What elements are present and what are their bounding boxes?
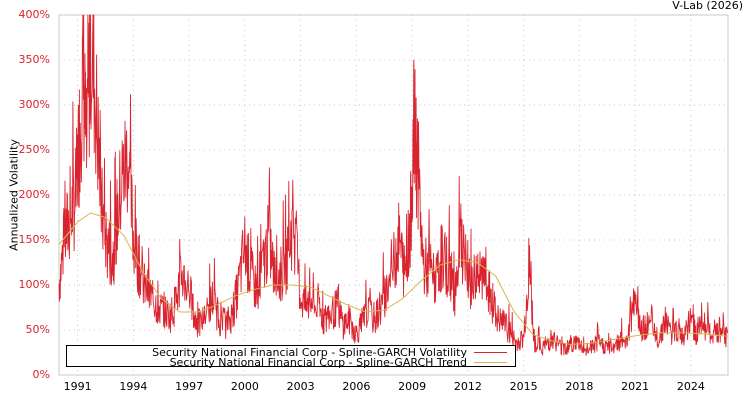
grid-lines bbox=[59, 15, 728, 375]
x-tick-label: 1997 bbox=[175, 380, 204, 393]
y-tick-label: 150% bbox=[18, 233, 50, 246]
volatility-line bbox=[58, 14, 729, 356]
x-tick-label: 2009 bbox=[398, 380, 427, 393]
legend-label-volatility: Security National Financial Corp - Splin… bbox=[152, 346, 467, 359]
plot-frame bbox=[58, 14, 729, 376]
x-tick-label: 2018 bbox=[565, 380, 594, 393]
y-tick-label: 100% bbox=[18, 278, 50, 291]
chart-credit: V-Lab (2026) bbox=[672, 0, 743, 12]
legend-swatch-trend bbox=[474, 362, 507, 363]
x-tick-label: 2000 bbox=[230, 380, 259, 393]
y-tick-label: 350% bbox=[18, 53, 50, 66]
legend-swatch-volatility bbox=[474, 352, 507, 353]
y-tick-label: 0% bbox=[32, 368, 50, 381]
trend-line bbox=[58, 212, 729, 345]
y-tick-label: 200% bbox=[18, 188, 50, 201]
series-lines bbox=[58, 14, 729, 356]
y-tick-label: 250% bbox=[18, 143, 50, 156]
x-tick-label: 2015 bbox=[509, 380, 538, 393]
y-tick-label: 50% bbox=[25, 323, 50, 336]
legend-item-trend: Security National Financial Corp - Splin… bbox=[170, 356, 507, 369]
y-tick-label: 300% bbox=[18, 98, 50, 111]
y-tick-label: 400% bbox=[18, 8, 50, 21]
legend-label-trend: Security National Financial Corp - Splin… bbox=[169, 356, 467, 369]
x-tick-label: 1994 bbox=[119, 380, 148, 393]
chart-legend: Security National Financial Corp - Splin… bbox=[66, 345, 516, 369]
x-tick-label: 2003 bbox=[286, 380, 315, 393]
x-tick-label: 2021 bbox=[621, 380, 650, 393]
x-tick-label: 2012 bbox=[453, 380, 482, 393]
x-tick-label: 2006 bbox=[342, 380, 371, 393]
x-tick-label: 1991 bbox=[63, 380, 92, 393]
legend-item-volatility: Security National Financial Corp - Splin… bbox=[152, 346, 507, 359]
x-tick-label: 2024 bbox=[676, 380, 705, 393]
